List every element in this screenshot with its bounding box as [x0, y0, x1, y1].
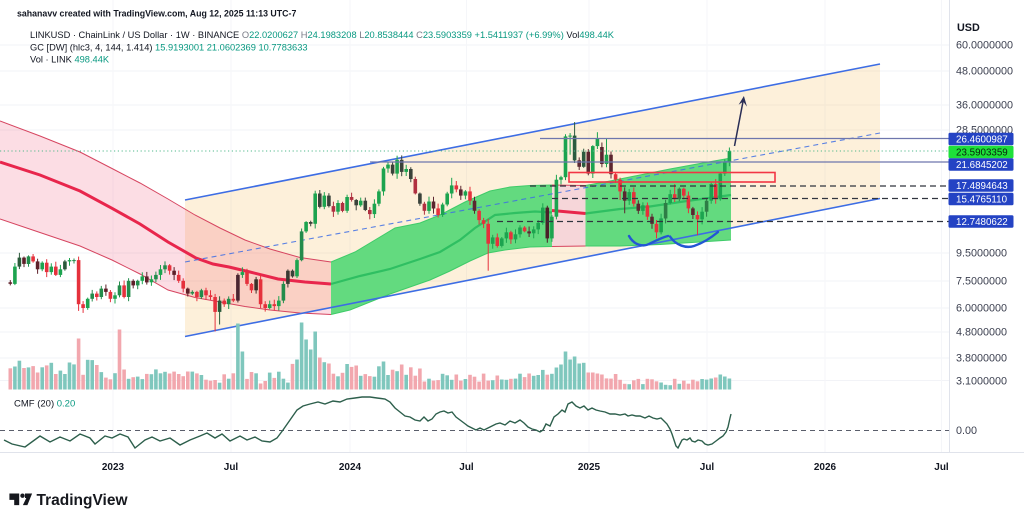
svg-text:USD: USD — [957, 22, 980, 34]
svg-text:2024: 2024 — [339, 462, 362, 473]
svg-text:Jul: Jul — [459, 462, 474, 473]
svg-text:2025: 2025 — [578, 462, 601, 473]
svg-text:48.0000000: 48.0000000 — [956, 66, 1013, 78]
svg-text:Jul: Jul — [224, 462, 239, 473]
svg-text:Jul: Jul — [700, 462, 715, 473]
svg-text:9.5000000: 9.5000000 — [956, 248, 1007, 260]
svg-text:15.4765110: 15.4765110 — [956, 195, 1008, 206]
svg-text:4.8000000: 4.8000000 — [956, 327, 1007, 339]
svg-text:60.0000000: 60.0000000 — [956, 40, 1013, 52]
svg-text:23.5903359: 23.5903359 — [956, 148, 1008, 159]
svg-text:sahanavv created with TradingV: sahanavv created with TradingView.com, A… — [17, 9, 296, 19]
svg-text:3.1000000: 3.1000000 — [956, 376, 1007, 388]
svg-text:36.0000000: 36.0000000 — [956, 100, 1013, 112]
svg-text:0.00: 0.00 — [956, 425, 977, 437]
svg-text:2023: 2023 — [102, 462, 125, 473]
svg-text:GC [DW] (hlc3, 4, 144, 1.414): GC [DW] (hlc3, 4, 144, 1.414) 15.9193001… — [30, 43, 308, 53]
svg-text:6.0000000: 6.0000000 — [956, 303, 1007, 315]
svg-text:3.8000000: 3.8000000 — [956, 353, 1007, 365]
svg-text:17.4894643: 17.4894643 — [956, 181, 1008, 192]
svg-text:Vol · LINK 498.44K: Vol · LINK 498.44K — [30, 55, 110, 65]
svg-text:7.5000000: 7.5000000 — [956, 276, 1007, 288]
svg-text:TradingView: TradingView — [37, 492, 129, 509]
svg-text:12.7480622: 12.7480622 — [956, 217, 1008, 228]
svg-text:CMF (20) 0.20: CMF (20) 0.20 — [14, 399, 75, 410]
svg-text:26.4600987: 26.4600987 — [956, 135, 1008, 146]
svg-text:LINKUSD · ChainLink / US Dolla: LINKUSD · ChainLink / US Dollar · 1W · B… — [30, 30, 615, 40]
svg-text:21.6845202: 21.6845202 — [956, 160, 1008, 171]
svg-text:Jul: Jul — [934, 462, 949, 473]
svg-text:2026: 2026 — [814, 462, 837, 473]
